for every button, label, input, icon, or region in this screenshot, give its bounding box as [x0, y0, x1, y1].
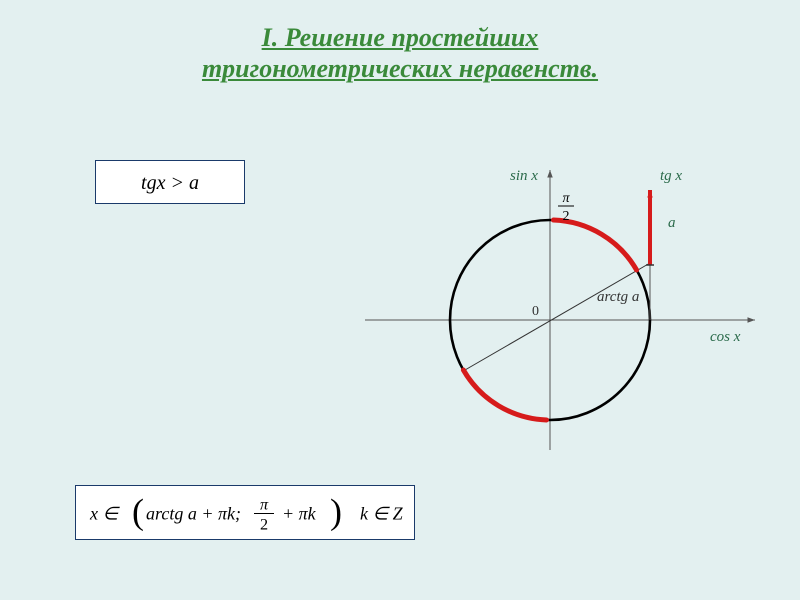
inequality-formula: tgx > a — [141, 172, 199, 194]
svg-text:(: ( — [132, 492, 144, 532]
svg-text:k ∈ Z: k ∈ Z — [360, 504, 404, 524]
svg-text:arctg a: arctg a — [597, 289, 639, 305]
svg-text:sin x: sin x — [510, 168, 538, 184]
solution-box: x ∈ (arctg a + πk; π 2 + πk) k ∈ Z — [75, 485, 415, 540]
svg-text:π: π — [260, 496, 269, 514]
svg-text:a: a — [668, 215, 676, 231]
title-line2: тригонометрических неравенств. — [0, 53, 800, 84]
svg-text:cos x: cos x — [710, 329, 741, 345]
svg-text:): ) — [330, 492, 342, 532]
svg-text:+ πk: + πk — [282, 504, 317, 524]
unit-circle-diagram: π 2 sin x tg x cos x a 0 arctg a — [360, 145, 760, 455]
svg-text:arctg a + πk;: arctg a + πk; — [146, 504, 241, 524]
svg-text:tg x: tg x — [660, 168, 682, 184]
page-title: I. Решение простейших тригонометрических… — [0, 22, 800, 84]
svg-text:x ∈: x ∈ — [89, 504, 120, 524]
diagram-svg: π 2 sin x tg x cos x a 0 arctg a — [360, 145, 760, 455]
solution-formula: x ∈ (arctg a + πk; π 2 + πk) k ∈ Z — [76, 486, 416, 541]
svg-text:2: 2 — [563, 209, 570, 224]
svg-text:π: π — [562, 191, 570, 206]
title-line1: I. Решение простейших — [0, 22, 800, 53]
svg-text:2: 2 — [260, 516, 268, 534]
inequality-box: tgx > a — [95, 160, 245, 204]
svg-text:0: 0 — [532, 304, 539, 319]
